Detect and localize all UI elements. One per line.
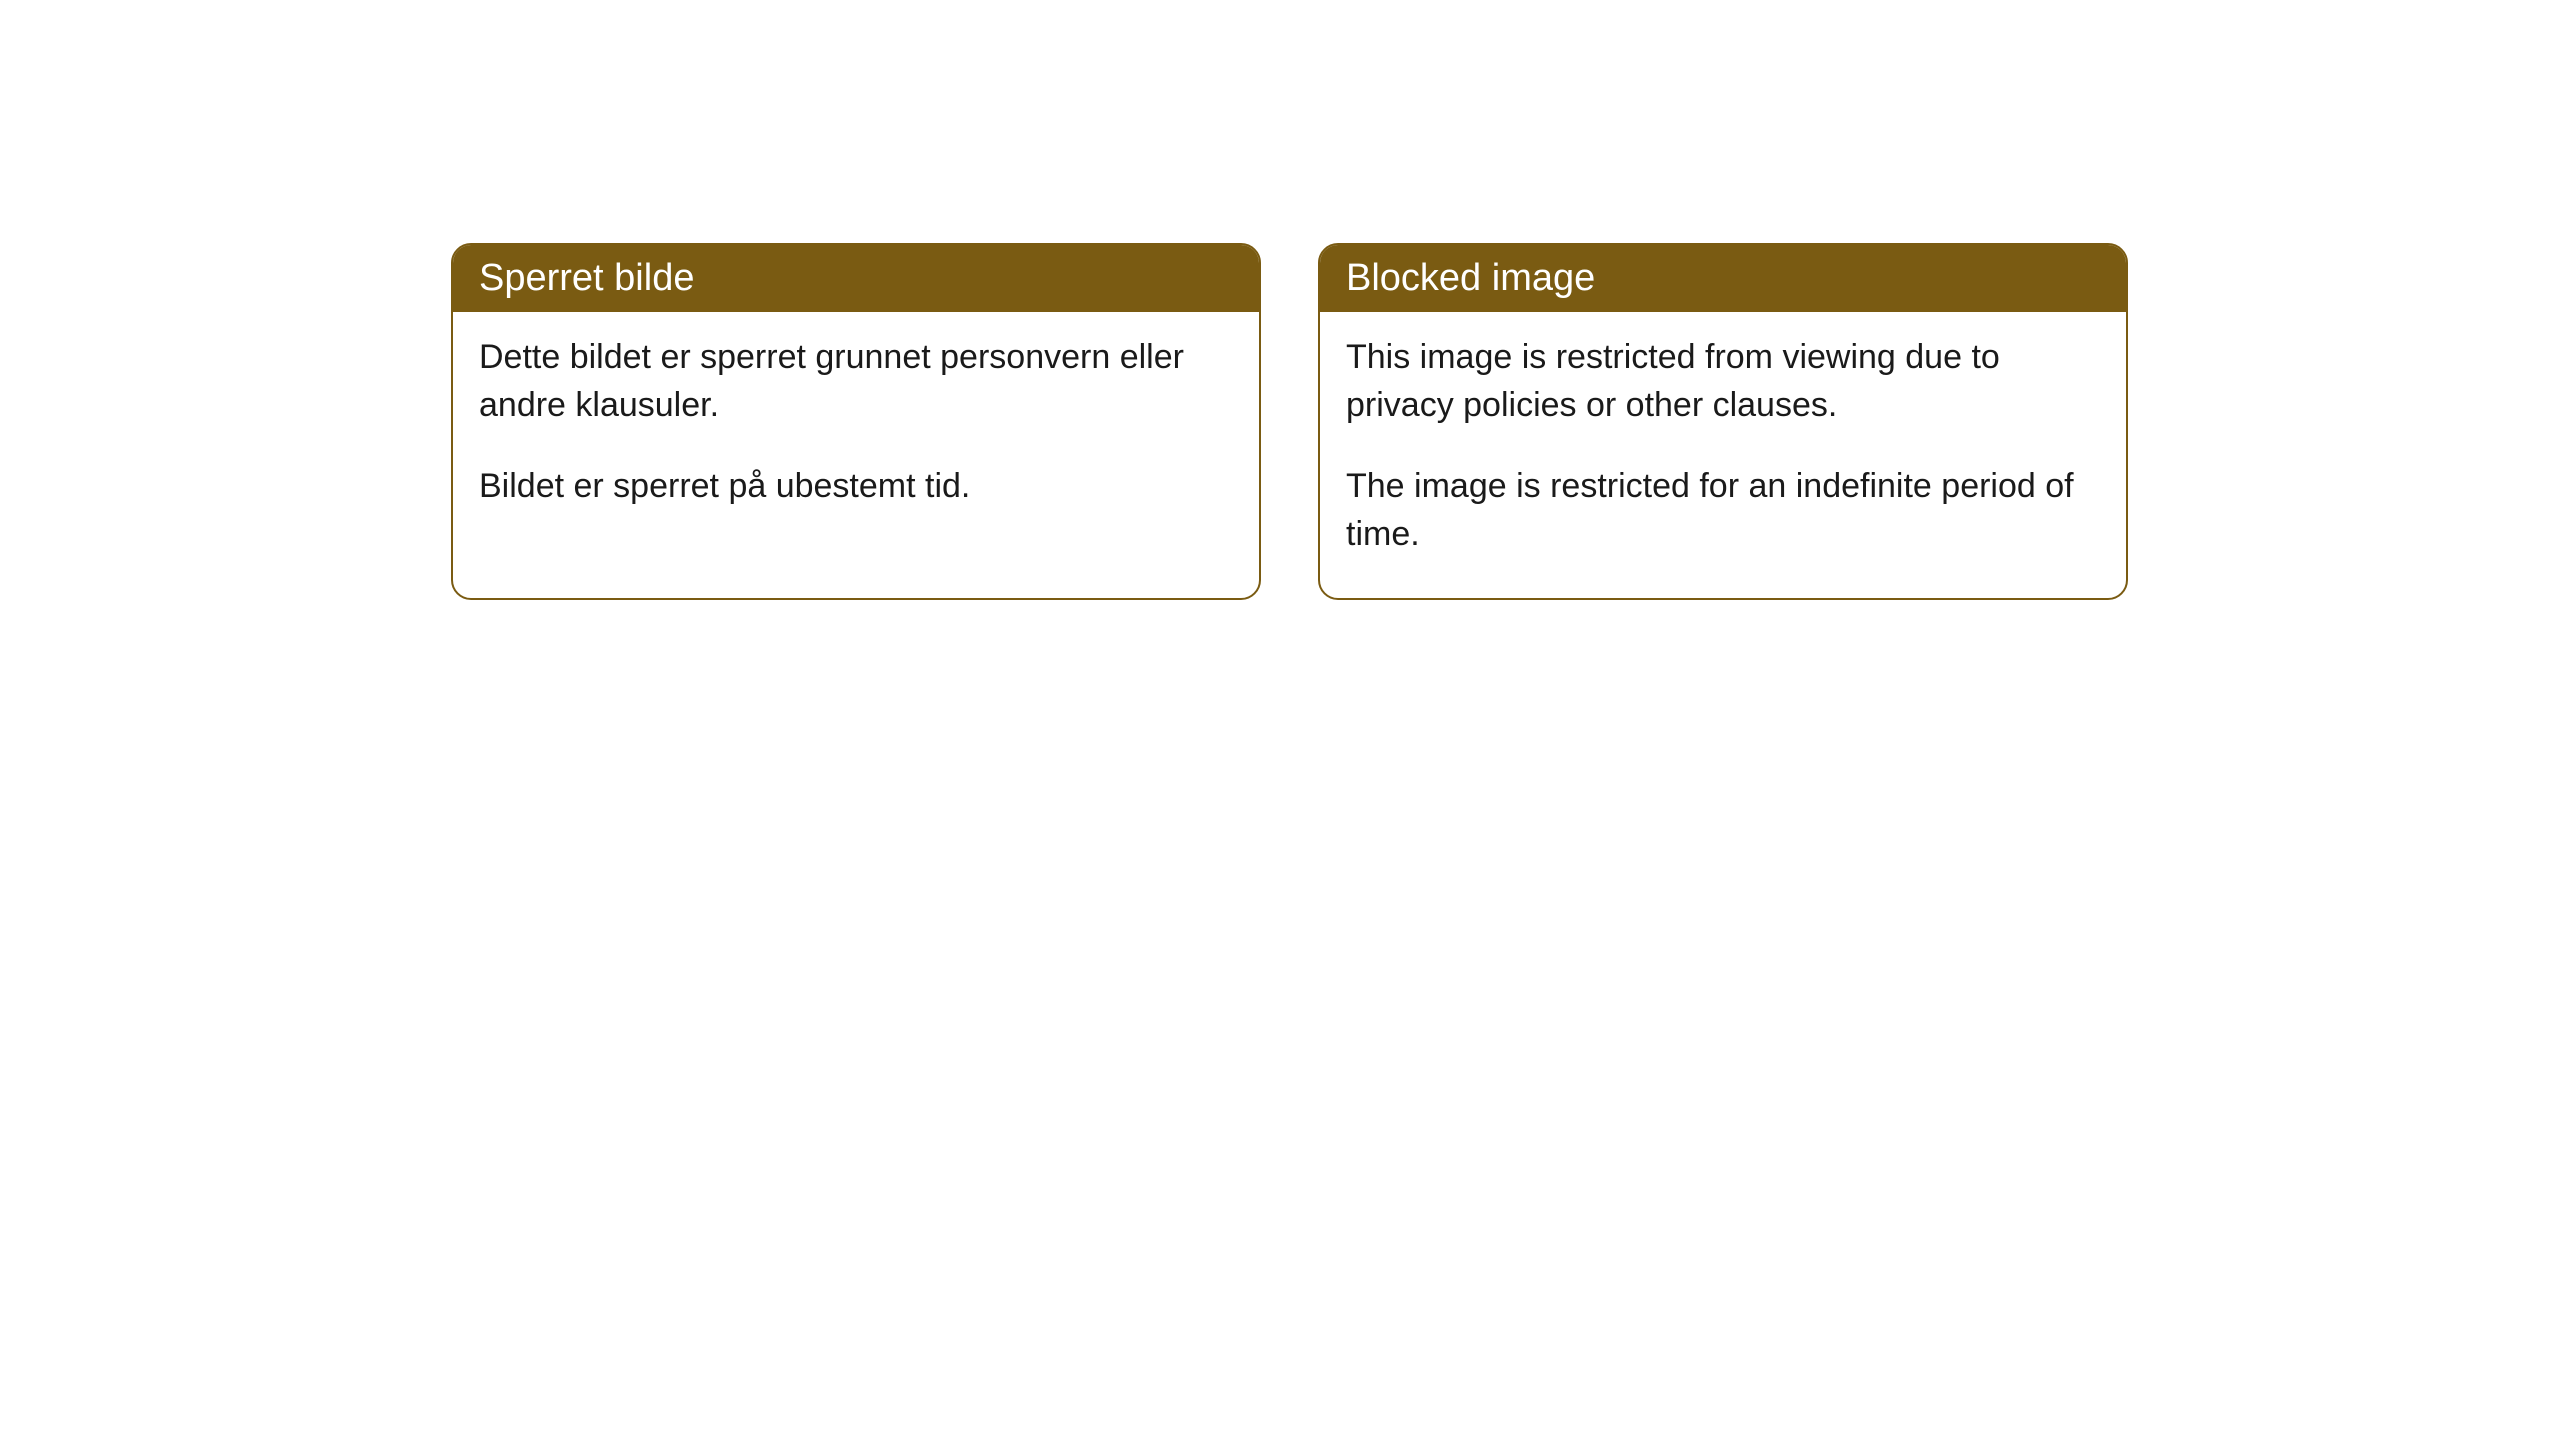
- card-body-norwegian: Dette bildet er sperret grunnet personve…: [453, 312, 1259, 551]
- card-body-english: This image is restricted from viewing du…: [1320, 312, 2126, 598]
- blocked-image-card-english: Blocked image This image is restricted f…: [1318, 243, 2128, 600]
- card-title-norwegian: Sperret bilde: [453, 245, 1259, 312]
- card-paragraph: Bildet er sperret på ubestemt tid.: [479, 463, 1233, 511]
- card-paragraph: Dette bildet er sperret grunnet personve…: [479, 334, 1233, 429]
- card-title-english: Blocked image: [1320, 245, 2126, 312]
- card-paragraph: This image is restricted from viewing du…: [1346, 334, 2100, 429]
- blocked-image-card-norwegian: Sperret bilde Dette bildet er sperret gr…: [451, 243, 1261, 600]
- notice-cards-container: Sperret bilde Dette bildet er sperret gr…: [451, 243, 2128, 600]
- card-paragraph: The image is restricted for an indefinit…: [1346, 463, 2100, 558]
